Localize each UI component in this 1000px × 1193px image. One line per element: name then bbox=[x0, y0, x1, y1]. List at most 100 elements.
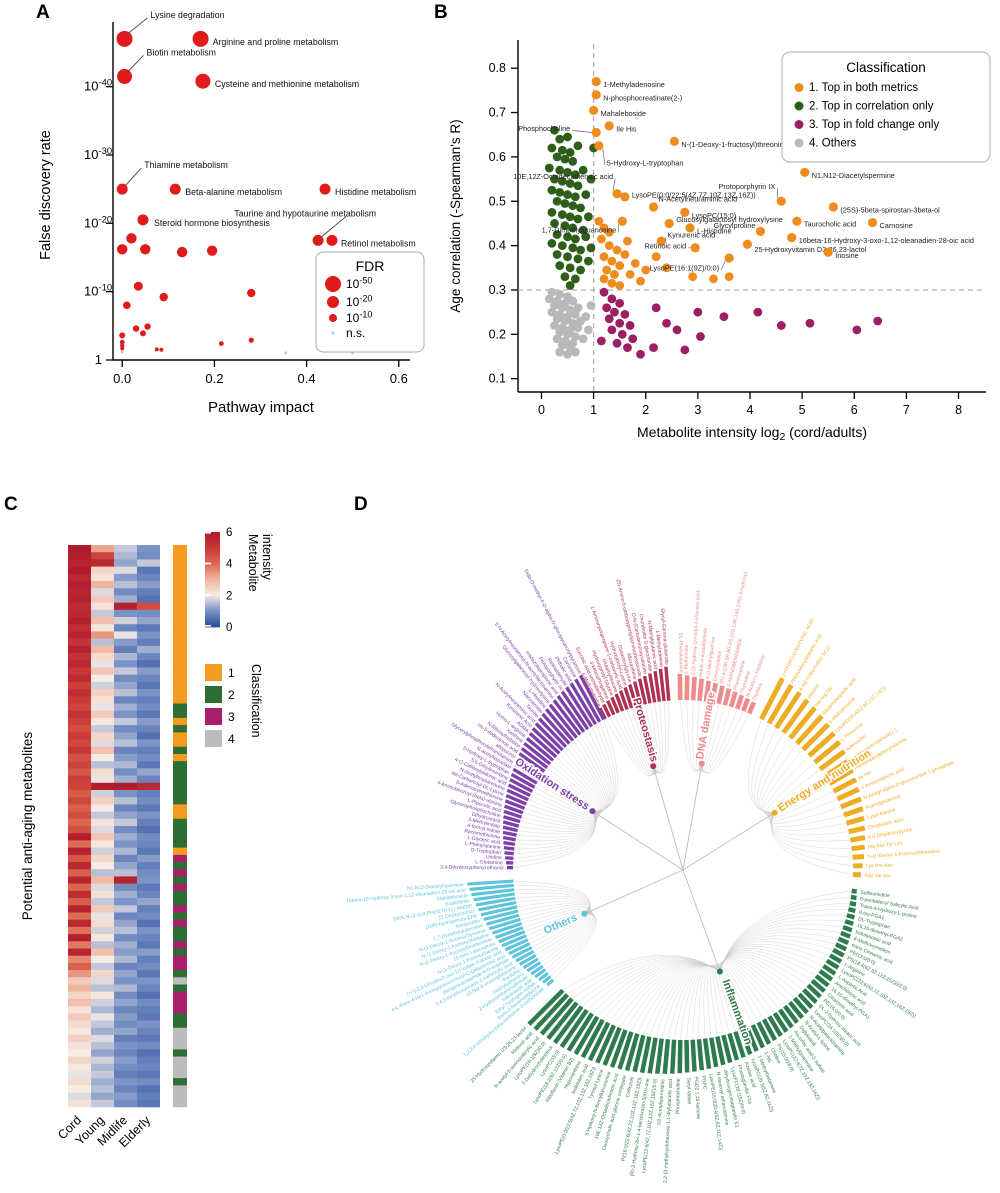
svg-text:2-(3-Hydroxy-1H-indol-2-yl)ace: 2-(3-Hydroxy-1H-indol-2-yl)acetic acid bbox=[691, 591, 702, 676]
svg-text:Phosphocholine: Phosphocholine bbox=[675, 1078, 682, 1114]
svg-text:Lys Pro Asn: Lys Pro Asn bbox=[866, 863, 893, 870]
svg-text:10-10: 10-10 bbox=[346, 310, 372, 326]
svg-text:L-Glutamine: L-Glutamine bbox=[475, 859, 503, 866]
svg-text:2: 2 bbox=[226, 590, 232, 602]
svg-text:10-10: 10-10 bbox=[84, 283, 112, 299]
svg-text:0.2: 0.2 bbox=[205, 371, 223, 386]
svg-text:Kynurenic acid: Kynurenic acid bbox=[667, 231, 715, 240]
svg-text:Glycyl-Gamma-glutamate: Glycyl-Gamma-glutamate bbox=[659, 608, 670, 665]
svg-text:8-iso-PGA1: 8-iso-PGA1 bbox=[858, 910, 885, 922]
svg-text:Glycylproline: Glycylproline bbox=[714, 221, 756, 230]
svg-text:Classification: Classification bbox=[249, 664, 263, 738]
svg-text:N-Acetylneuraminic acid: N-Acetylneuraminic acid bbox=[659, 195, 738, 204]
svg-text:Indole-4-acetaldehyde: Indole-4-acetaldehyde bbox=[698, 627, 709, 677]
sector-bars bbox=[467, 666, 866, 1074]
svg-text:Ceftezole: Ceftezole bbox=[625, 1076, 636, 1098]
svg-text:4: 4 bbox=[747, 403, 754, 417]
svg-text:D-Tryptophan: D-Tryptophan bbox=[471, 847, 502, 856]
svg-text:intensity: intensity bbox=[260, 534, 274, 581]
svg-text:5-Hydroxy-L-tryptophan: 5-Hydroxy-L-tryptophan bbox=[607, 158, 684, 167]
colorbar: 6 4 2 0 Metabolite intensity bbox=[205, 527, 274, 634]
panel-a-ylabel: False discovery rate bbox=[38, 130, 54, 260]
svg-text:3: 3 bbox=[694, 403, 701, 417]
bundle-curves bbox=[512, 699, 854, 1041]
svg-text:3,4-Dihydroxyphenyl ethanol: 3,4-Dihydroxyphenyl ethanol bbox=[440, 864, 503, 871]
svg-text:10-50: 10-50 bbox=[346, 276, 372, 292]
panel-label-d: D bbox=[354, 494, 368, 515]
svg-text:Asp Val Ser: Asp Val Ser bbox=[864, 873, 891, 880]
panel-a-points: Lysine degradation Arginine and proline m… bbox=[116, 10, 416, 355]
svg-text:Ile His: Ile His bbox=[616, 124, 637, 133]
panel-label-a: A bbox=[36, 2, 50, 23]
svg-text:Inosine: Inosine bbox=[835, 251, 859, 260]
svg-text:6: 6 bbox=[851, 403, 858, 417]
svg-text:8: 8 bbox=[955, 403, 962, 417]
svg-text:N-(1-Deoxy-1-fructosyl)threoni: N-(1-Deoxy-1-fructosyl)threonine bbox=[681, 140, 787, 149]
svg-text:1-Methyladenosine: 1-Methyladenosine bbox=[603, 80, 665, 89]
svg-text:N-(1-Deoxy-1-fructosyl)threoni: N-(1-Deoxy-1-fructosyl)threonine bbox=[867, 849, 940, 860]
svg-text:1: 1 bbox=[95, 352, 102, 367]
svg-text:10-20: 10-20 bbox=[346, 294, 372, 310]
svg-text:N1,N12-Diacetylspermine: N1,N12-Diacetylspermine bbox=[812, 171, 895, 180]
svg-text:Uridine: Uridine bbox=[486, 854, 502, 861]
svg-text:1. Top in both metrics: 1. Top in both metrics bbox=[809, 82, 918, 94]
svg-text:Beta-alanine metabolism: Beta-alanine metabolism bbox=[185, 187, 282, 197]
svg-text:Ketoprofen: Ketoprofen bbox=[456, 918, 481, 930]
svg-text:Arginine and proline metabolis: Arginine and proline metabolism bbox=[213, 37, 339, 47]
panel-c-ylabel: Potential anti-aging metabolites bbox=[20, 732, 35, 921]
category-label: DNA damage bbox=[694, 691, 718, 760]
svg-text:0.8: 0.8 bbox=[489, 61, 506, 75]
heatmap-cells bbox=[68, 545, 187, 1108]
svg-text:N-phosphocreatinate(2-): N-phosphocreatinate(2-) bbox=[603, 93, 682, 102]
svg-text:2,2-(3-methylcyclohexane-1,1-d: 2,2-(3-methylcyclohexane-1,1-diyl)diacet… bbox=[663, 1078, 674, 1183]
svg-text:3. Top in fold change only: 3. Top in fold change only bbox=[809, 119, 939, 131]
svg-text:1-Methyladenine: 1-Methyladenine bbox=[654, 630, 664, 668]
svg-text:2: 2 bbox=[228, 688, 235, 702]
svg-text:N1-Acetylspermidine: N1-Acetylspermidine bbox=[656, 1079, 666, 1126]
svg-text:Metabolite: Metabolite bbox=[246, 534, 260, 592]
svg-text:6: 6 bbox=[226, 527, 232, 539]
svg-text:0.0: 0.0 bbox=[113, 371, 131, 386]
svg-text:Retinol metabolism: Retinol metabolism bbox=[341, 238, 416, 248]
svg-text:Retinoic acid: Retinoic acid bbox=[644, 241, 686, 250]
svg-text:Protoporphyrin IX: Protoporphyrin IX bbox=[718, 182, 775, 191]
svg-text:PGPC: PGPC bbox=[700, 1075, 707, 1090]
svg-text:0: 0 bbox=[226, 622, 232, 634]
svg-text:1: 1 bbox=[228, 666, 235, 680]
svg-text:L-Phenylalanine: L-Phenylalanine bbox=[465, 841, 502, 851]
svg-text:Classification: Classification bbox=[846, 60, 926, 75]
svg-text:(25S)-5beta-spirostan-3beta-ol: (25S)-5beta-spirostan-3beta-ol bbox=[840, 206, 940, 215]
svg-text:Taurine and hypotaurine metabo: Taurine and hypotaurine metabolism bbox=[234, 208, 376, 218]
svg-text:N1,N12-Diacetylspermine: N1,N12-Diacetylspermine bbox=[407, 882, 464, 892]
panel-b-xlabel: Metabolite intensity log2 (cord/adults) bbox=[637, 424, 867, 443]
svg-text:Mahaleboside: Mahaleboside bbox=[437, 893, 469, 903]
svg-text:6-O-Methylguanine: 6-O-Methylguanine bbox=[705, 636, 717, 679]
svg-text:2. Top in correlation only: 2. Top in correlation only bbox=[809, 101, 934, 113]
svg-text:0.6: 0.6 bbox=[390, 371, 408, 386]
svg-text:LysoPE(0:0/22:5(4Z,7Z,10Z,13Z,: LysoPE(0:0/22:5(4Z,7Z,10Z,13Z,16Z)) bbox=[632, 190, 756, 199]
panel-b-ylabel: Age correlation (-Spearman's R) bbox=[448, 119, 463, 312]
svg-text:L-Glyceric acid: L-Glyceric acid bbox=[467, 835, 501, 846]
svg-text:Deoxycytidine: Deoxycytidine bbox=[712, 650, 723, 682]
svg-text:Ile His: Ile His bbox=[857, 770, 873, 782]
svg-text:4. Others: 4. Others bbox=[809, 138, 857, 150]
svg-text:3: 3 bbox=[228, 710, 235, 724]
panel-b-points: 1-Methyladenosine N-phosphocreatinate(2-)… bbox=[513, 76, 974, 359]
classification-legend: 1 2 3 4 Classification bbox=[205, 664, 263, 747]
svg-text:Seryl-Valine: Seryl-Valine bbox=[685, 1078, 692, 1105]
svg-text:Steroid hormone biosynthesis: Steroid hormone biosynthesis bbox=[154, 218, 270, 228]
svg-text:16beta-16-Hydroxy-3-oxo-1,12-o: 16beta-16-Hydroxy-3-oxo-1,12-oleanadien-… bbox=[799, 236, 974, 245]
svg-text:Thiamine metabolism: Thiamine metabolism bbox=[144, 160, 228, 170]
svg-text:0.7: 0.7 bbox=[489, 106, 506, 120]
svg-text:LysoPE(16:1(9Z)/0:0): LysoPE(16:1(9Z)/0:0) bbox=[650, 264, 719, 273]
svg-text:LysoPC(15:0): LysoPC(15:0) bbox=[692, 211, 736, 220]
svg-text:Sulfisomidine: Sulfisomidine bbox=[860, 890, 890, 900]
svg-text:4: 4 bbox=[228, 732, 235, 746]
svg-text:n.s.: n.s. bbox=[346, 326, 365, 340]
svg-text:0.4: 0.4 bbox=[489, 239, 506, 253]
svg-text:0.4: 0.4 bbox=[298, 371, 316, 386]
